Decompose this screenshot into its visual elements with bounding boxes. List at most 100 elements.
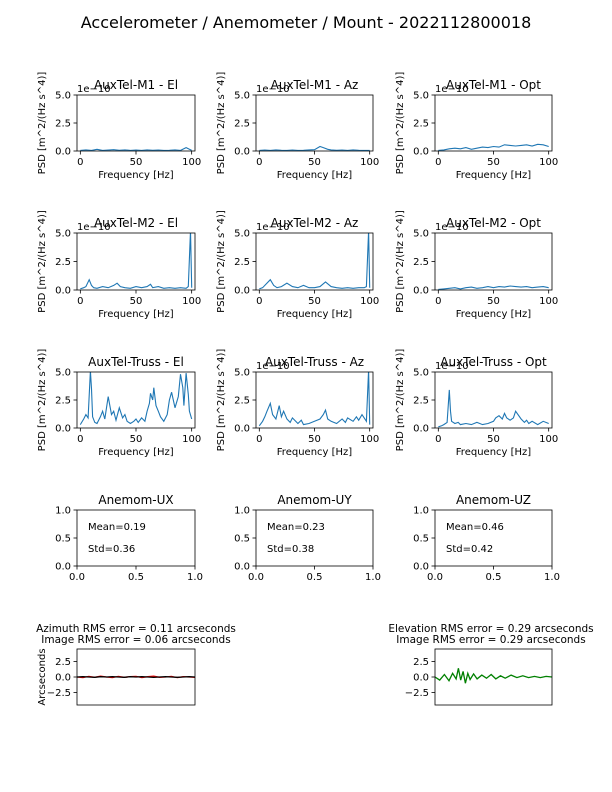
x-tick-label: 0.0 <box>248 572 264 583</box>
y-tick-label: 0.0 <box>55 562 71 573</box>
x-tick-label: 0 <box>77 434 83 445</box>
x-tick-label: 100 <box>539 296 558 307</box>
x-tick-label: 100 <box>182 296 201 307</box>
y-tick-label: 5.0 <box>234 229 250 240</box>
y-axis-label: PSD [m^2/(Hz s^4)] <box>37 72 48 175</box>
x-axis-label: Frequency [Hz] <box>456 309 532 320</box>
axes-frame <box>255 509 374 567</box>
axes-frame <box>434 94 553 152</box>
panel-title: AuxTel-Truss - Opt <box>440 355 547 369</box>
x-tick-label: 100 <box>360 434 379 445</box>
x-tick-label: 50 <box>130 296 143 307</box>
panel-title: AuxTel-M2 - Opt <box>446 216 541 230</box>
panel-subtitle: Image RMS error = 0.29 arcseconds <box>396 634 585 646</box>
offset-label: 1e−10 <box>435 84 469 95</box>
axes-frame <box>255 94 374 152</box>
y-axis-label: PSD [m^2/(Hz s^4)] <box>216 210 227 313</box>
x-tick-label: 100 <box>182 157 201 168</box>
y-tick-label: 2.5 <box>55 657 71 668</box>
panel-title: Anemom-UY <box>277 493 352 507</box>
x-tick-label: 0.5 <box>486 572 502 583</box>
panel-title: Anemom-UX <box>98 493 173 507</box>
series-line-1 <box>435 668 552 684</box>
x-tick-label: 0 <box>256 434 262 445</box>
y-axis-label: Arcseconds <box>37 648 48 705</box>
y-tick-label: 2.5 <box>55 396 71 407</box>
y-tick-label: 0.0 <box>234 147 250 158</box>
series-line-1 <box>80 146 192 151</box>
offset-label: 1e−10 <box>256 361 290 372</box>
series-line-1 <box>80 233 193 290</box>
axes-frame <box>434 371 553 429</box>
y-tick-label: 0.0 <box>55 286 71 297</box>
y-axis-label: PSD [m^2/(Hz s^4)] <box>216 72 227 175</box>
panel-elerr: Elevation RMS error = 0.29 arcsecondsIma… <box>388 623 594 706</box>
series-line-1 <box>258 372 371 427</box>
y-axis-label: PSD [m^2/(Hz s^4)] <box>395 210 406 313</box>
y-axis-label: PSD [m^2/(Hz s^4)] <box>395 72 406 175</box>
annotation-text: Mean=0.23 <box>267 522 325 533</box>
series-line-1 <box>259 233 371 290</box>
y-tick-label: 0.0 <box>234 424 250 435</box>
y-tick-label: 0.0 <box>234 286 250 297</box>
offset-label: 1e−10 <box>77 84 111 95</box>
panel-title: AuxTel-M2 - Az <box>271 216 359 230</box>
x-tick-label: 50 <box>308 296 321 307</box>
figure-title: Accelerometer / Anemometer / Mount - 202… <box>81 13 532 32</box>
x-axis-label: Frequency [Hz] <box>98 170 174 181</box>
x-tick-label: 0.0 <box>69 572 85 583</box>
panel-ux: Anemom-UX 0.0 0.5 1.0 0.0 0.5 1.0 Mean=0.19 Std=… <box>55 493 203 583</box>
panel-title: Anemom-UZ <box>456 493 531 507</box>
panel-m1az: AuxTel-M1 - Az 0 50 100 0.0 2.5 5.0 1e−10 Freque… <box>216 72 379 181</box>
axes-frame <box>434 509 553 567</box>
y-tick-label: −2.5 <box>47 688 71 699</box>
y-tick-label: 2.5 <box>413 257 429 268</box>
x-tick-label: 0 <box>435 296 441 307</box>
axes-frame <box>76 94 196 152</box>
series-line-1 <box>259 145 370 151</box>
panel-title: AuxTel-M1 - Az <box>271 78 359 92</box>
y-tick-label: 0.0 <box>413 147 429 158</box>
y-tick-label: 0.5 <box>55 534 71 545</box>
panel-title: AuxTel-M1 - El <box>94 78 178 92</box>
axes-frame <box>76 509 196 567</box>
y-tick-label: 0.5 <box>413 534 429 545</box>
x-axis-label: Frequency [Hz] <box>98 447 174 458</box>
panel-tel: AuxTel-Truss - El 0 50 100 0.0 2.5 5.0 Frequenc… <box>37 349 201 458</box>
x-tick-label: 50 <box>487 157 500 168</box>
panel-m2el: AuxTel-M2 - El 0 50 100 0.0 2.5 5.0 1e−10 Freque… <box>37 210 201 320</box>
y-tick-label: 0.0 <box>55 147 71 158</box>
series-line-1 <box>438 143 549 151</box>
y-tick-label: 2.5 <box>413 657 429 668</box>
offset-label: 1e−10 <box>256 84 290 95</box>
y-tick-label: 0.0 <box>413 286 429 297</box>
y-tick-label: −2.5 <box>405 688 429 699</box>
annotation-text: Mean=0.46 <box>446 522 504 533</box>
x-tick-label: 50 <box>308 157 321 168</box>
y-axis-label: PSD [m^2/(Hz s^4)] <box>37 349 48 452</box>
x-tick-label: 50 <box>130 157 143 168</box>
y-tick-label: 0.0 <box>413 424 429 435</box>
y-tick-label: 5.0 <box>413 229 429 240</box>
axes-frame <box>255 371 374 429</box>
panel-title: Azimuth RMS error = 0.11 arcseconds <box>36 623 236 635</box>
panel-azerr: Azimuth RMS error = 0.11 arcsecondsImage… <box>36 623 236 706</box>
y-tick-label: 2.5 <box>55 119 71 130</box>
x-tick-label: 1.0 <box>365 572 381 583</box>
panel-m2opt: AuxTel-M2 - Opt 0 50 100 0.0 2.5 5.0 1e−10 Frequ… <box>395 210 558 320</box>
y-tick-label: 1.0 <box>413 506 429 517</box>
y-tick-label: 2.5 <box>55 257 71 268</box>
panel-title: AuxTel-M2 - El <box>94 216 178 230</box>
y-tick-label: 1.0 <box>234 506 250 517</box>
axes-frame <box>76 232 196 291</box>
x-tick-label: 100 <box>182 434 201 445</box>
series-line-1 <box>438 285 549 290</box>
x-tick-label: 100 <box>539 157 558 168</box>
x-tick-label: 0.5 <box>128 572 144 583</box>
x-axis-label: Frequency [Hz] <box>277 447 353 458</box>
offset-label: 1e−10 <box>256 222 290 233</box>
panel-title: AuxTel-M1 - Opt <box>446 78 541 92</box>
annotation-text: Std=0.36 <box>88 544 135 555</box>
x-tick-label: 0.5 <box>307 572 323 583</box>
